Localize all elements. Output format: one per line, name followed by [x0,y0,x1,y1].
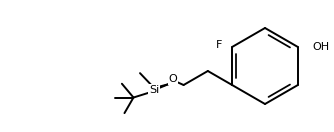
Text: F: F [216,40,222,50]
Text: Si: Si [149,85,159,95]
Text: O: O [169,74,178,84]
Text: OH: OH [312,42,329,52]
